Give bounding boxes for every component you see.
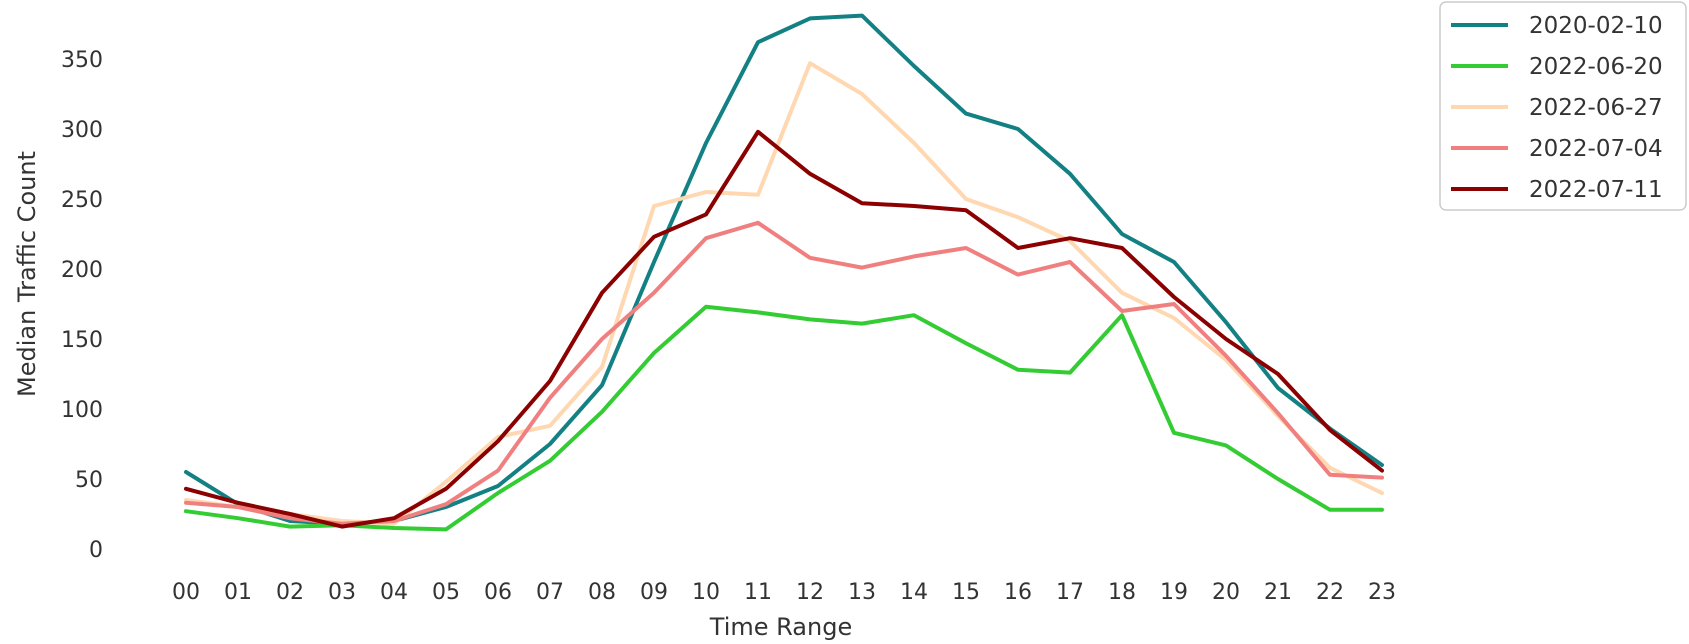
x-tick-label: 20 [1212,580,1240,605]
x-tick-label: 06 [484,580,512,605]
x-tick-label: 03 [328,580,356,605]
x-tick-label: 16 [1004,580,1032,605]
x-tick-label: 15 [952,580,980,605]
y-tick-label: 100 [61,398,103,423]
x-tick-label: 02 [276,580,304,605]
legend-box [1439,1,1687,211]
y-axis-label: Median Traffic Count [13,151,41,397]
y-tick-label: 0 [89,538,103,563]
series-line-2022-07-04 [184,220,1384,526]
y-axis-ticks: 0 50 100 150 200 250 300 350 [61,48,103,563]
x-tick-label: 08 [588,580,616,605]
y-tick-label: 200 [61,258,103,283]
x-tick-label: 12 [796,580,824,605]
x-tick-label: 17 [1056,580,1084,605]
legend-label: 2022-07-04 [1529,136,1663,162]
series-line-2022-07-11 [184,129,1384,529]
x-tick-label: 23 [1368,580,1396,605]
x-tick-label: 07 [536,580,564,605]
x-tick-label: 04 [380,580,408,605]
x-tick-label: 13 [848,580,876,605]
legend-label: 2022-07-11 [1529,177,1663,203]
series-line-2022-06-20 [184,304,1384,532]
y-tick-label: 250 [61,188,103,213]
y-tick-label: 300 [61,118,103,143]
legend: 2020-02-10 2022-06-20 2022-06-27 2022-07-04… [1439,1,1687,211]
x-tick-label: 10 [692,580,720,605]
series-line-2020-02-10 [184,13,1384,526]
x-tick-label: 11 [744,580,772,605]
x-tick-label: 19 [1160,580,1188,605]
legend-label: 2022-06-27 [1529,95,1663,121]
x-tick-label: 22 [1316,580,1344,605]
x-tick-label: 14 [900,580,928,605]
series-lines [184,13,1384,532]
x-axis-ticks: 00 01 02 03 04 05 06 07 08 09 10 11 12 13 14 15 16 17 18 19… [172,580,1396,605]
legend-label: 2022-06-20 [1529,54,1663,80]
x-axis-label: Time Range [709,613,852,641]
x-tick-label: 01 [224,580,252,605]
x-tick-label: 05 [432,580,460,605]
x-tick-label: 18 [1108,580,1136,605]
x-tick-label: 00 [172,580,200,605]
legend-label: 2020-02-10 [1529,13,1663,39]
y-tick-label: 350 [61,48,103,73]
x-tick-label: 09 [640,580,668,605]
y-tick-label: 50 [75,468,103,493]
x-tick-label: 21 [1264,580,1292,605]
y-tick-label: 150 [61,328,103,353]
